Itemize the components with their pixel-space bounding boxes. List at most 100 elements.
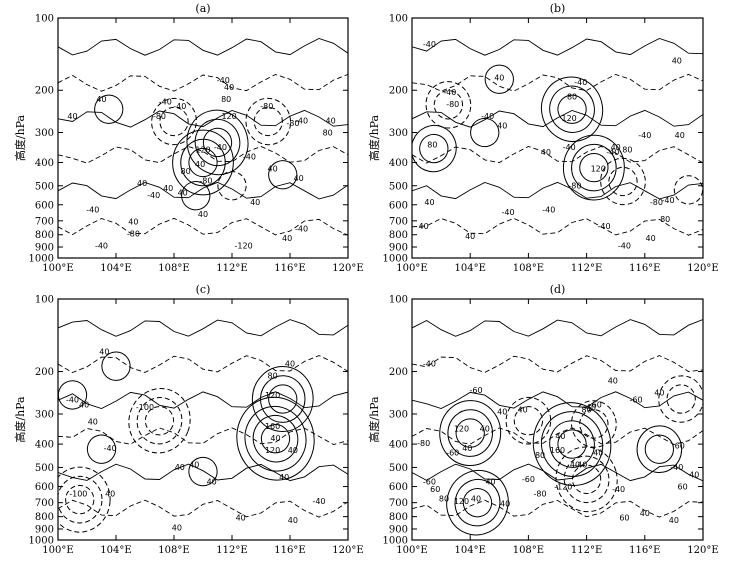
x-tick-label: 116°E [274, 545, 305, 556]
contour-value-label: 80 [622, 145, 632, 154]
y-tick-label: 900 [389, 243, 408, 254]
contour-value-label: -40 [312, 497, 325, 506]
positive-contour [188, 147, 218, 178]
contour-value-label: -40 [214, 143, 227, 152]
y-tick-label: 200 [389, 367, 408, 378]
contour-line [58, 427, 348, 445]
y-tick-label: 300 [35, 128, 54, 139]
contour-line [412, 355, 703, 373]
x-tick-label: 108°E [513, 263, 544, 274]
positive-contour [180, 138, 226, 187]
contour-value-label: 40 [654, 388, 664, 397]
contour-value-label: -60 [522, 475, 535, 484]
contour-line [58, 38, 348, 56]
panel-frame [411, 298, 704, 541]
contour-value-label: 80 [427, 141, 437, 150]
y-tick-label: 200 [35, 367, 54, 378]
y-tick-label: 900 [389, 524, 408, 535]
y-tick-label: 100 [35, 295, 54, 306]
contour-value-label: -40 [295, 225, 308, 234]
y-tick-label: 700 [35, 498, 54, 509]
y-tick-label: 600 [389, 482, 408, 493]
contour-value-label: 40 [195, 160, 205, 169]
negative-contour [555, 446, 618, 513]
negative-contour [600, 157, 646, 206]
contour-value-label: -100 [136, 403, 154, 412]
contour-value-label: -80 [153, 112, 166, 121]
y-tick-label: 100 [35, 14, 54, 25]
positive-contour [455, 418, 485, 448]
negative-contour [253, 106, 283, 137]
y-tick-label: 700 [389, 498, 408, 509]
contour-value-label: 120 [454, 497, 469, 506]
y-tick-label: 400 [389, 440, 408, 451]
negative-contour [513, 406, 544, 436]
negative-contour [433, 90, 464, 120]
x-tick-label: 100°E [396, 545, 427, 556]
panel-c: 4040-40-100404040801204016040401204040-4… [13, 283, 364, 556]
y-tick-label: 600 [35, 200, 54, 211]
contour-value-label: -80 [286, 119, 299, 128]
contour-value-label: -40 [104, 444, 117, 453]
y-axis-label: 高度/hPa [13, 114, 27, 161]
contour-value-label: 80 [439, 494, 449, 503]
contour-value-label: 120 [195, 145, 210, 154]
contour-value-label: 60 [619, 514, 629, 523]
x-tick-label: 108°E [513, 545, 544, 556]
contour-value-label: -100 [69, 490, 87, 499]
contour-value-label: -80 [568, 181, 581, 190]
negative-contour [65, 484, 95, 515]
contour-value-label: 40 [270, 434, 280, 443]
x-tick-label: 120°E [687, 545, 718, 556]
contour-value-label: 40 [326, 117, 336, 126]
positive-contour [86, 434, 117, 464]
contour-value-label: 80 [268, 372, 278, 381]
contour-line [412, 499, 703, 518]
contour-value-label: 40 [555, 432, 565, 441]
contour-value-label: 40 [462, 444, 472, 453]
negative-contour [579, 409, 609, 439]
positive-contour [562, 134, 625, 201]
y-tick-label: 800 [389, 512, 408, 523]
contour-value-label: 40 [137, 179, 147, 188]
contour-value-label: -40 [670, 463, 683, 472]
x-tick-label: 120°E [332, 263, 363, 274]
panel-label: (a) [195, 2, 210, 15]
contour-value-label: 120 [265, 446, 280, 455]
contour-value-label: 80 [181, 167, 191, 176]
contour-value-label: 40 [105, 490, 115, 499]
contour-value-label: -40 [542, 205, 555, 214]
positive-contour [186, 109, 249, 176]
negative-contour [58, 466, 111, 533]
contour-line [58, 319, 348, 337]
contour-line [412, 391, 703, 409]
y-tick-label: 800 [389, 230, 408, 241]
contour-value-label: 40 [236, 514, 246, 523]
positive-contour [446, 469, 509, 536]
panel-label: (c) [196, 283, 211, 296]
contour-line [58, 499, 348, 518]
negative-contour [666, 384, 696, 414]
contour-line [412, 181, 703, 200]
contour-value-label: 60 [675, 441, 685, 450]
positive-contour [202, 127, 233, 158]
y-tick-label: 900 [35, 243, 54, 254]
x-tick-label: 104°E [455, 545, 486, 556]
negative-contour [217, 171, 247, 201]
contour-value-label: 40 [79, 400, 89, 409]
contour-value-label: 80 [535, 451, 545, 460]
contour-line [412, 73, 703, 92]
negative-contour [608, 166, 638, 197]
contour-value-label: 40 [250, 198, 260, 207]
y-tick-label: 100 [389, 14, 408, 25]
y-tick-label: 300 [389, 409, 408, 420]
contour-value-label: 40 [294, 174, 304, 183]
positive-contour [644, 434, 674, 464]
contour-value-label: 40 [465, 232, 475, 241]
contour-value-label: 40 [608, 376, 618, 385]
negative-contour [58, 475, 103, 524]
positive-contour [470, 117, 500, 148]
contour-value-label: 60 [430, 485, 440, 494]
positive-contour [412, 124, 457, 173]
negative-contour [563, 455, 610, 504]
